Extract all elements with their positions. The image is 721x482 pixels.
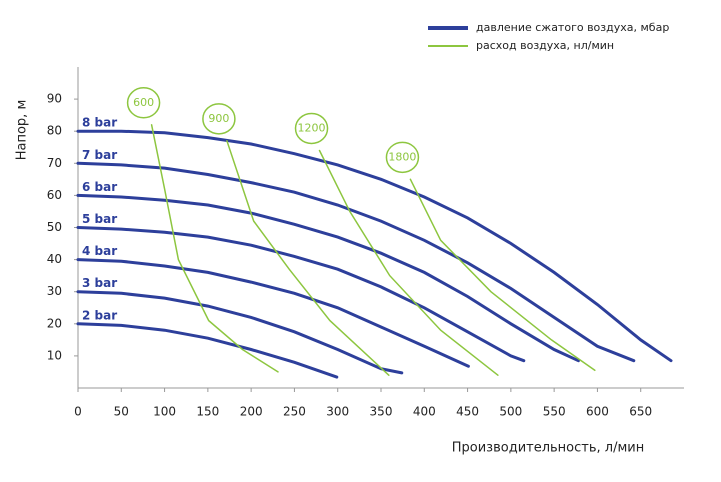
series-line xyxy=(76,193,580,363)
series-label: 5 bar xyxy=(82,212,117,226)
series-line xyxy=(76,290,404,375)
y-tick-label: 20 xyxy=(47,316,62,330)
series-label: 1800 xyxy=(388,150,416,163)
series-label: 1200 xyxy=(298,121,326,134)
y-tick-label: 40 xyxy=(47,252,62,266)
x-tick-label: 100 xyxy=(153,405,176,419)
series-line xyxy=(150,124,279,373)
x-tick-label: 150 xyxy=(196,405,219,419)
x-tick-label: 550 xyxy=(543,405,566,419)
series-line xyxy=(76,129,673,363)
series-line xyxy=(76,258,470,368)
y-tick-label: 90 xyxy=(47,92,62,106)
x-tick-label: 200 xyxy=(240,405,263,419)
series-line xyxy=(76,322,339,379)
series-line xyxy=(409,178,596,372)
y-tick-label: 70 xyxy=(47,156,62,170)
x-tick-label: 300 xyxy=(326,405,349,419)
series-label: 3 bar xyxy=(82,276,117,290)
series-label: 6 bar xyxy=(82,180,117,194)
legend-label: давление сжатого воздуха, мбар xyxy=(476,21,669,34)
series-badge xyxy=(385,141,420,174)
series-line xyxy=(318,149,499,376)
series-label: 4 bar xyxy=(82,244,117,258)
x-tick-label: 250 xyxy=(283,405,306,419)
series-badge xyxy=(202,103,236,135)
x-tick-label: 50 xyxy=(114,405,129,419)
series-line xyxy=(76,226,526,363)
y-tick-label: 10 xyxy=(47,348,62,362)
x-tick-label: 600 xyxy=(586,405,609,419)
x-tick-label: 450 xyxy=(456,405,479,419)
series-line xyxy=(226,140,390,376)
x-tick-label: 500 xyxy=(499,405,522,419)
series-label: 600 xyxy=(133,96,154,109)
series-badge xyxy=(294,112,329,145)
y-axis-label: Напор, м xyxy=(15,100,30,161)
y-tick-label: 60 xyxy=(47,188,62,202)
series-label: 8 bar xyxy=(82,116,117,130)
y-tick-label: 50 xyxy=(47,220,62,234)
x-axis-label: Производительность, л/мин xyxy=(452,441,644,456)
series-badge xyxy=(126,87,161,119)
y-tick-label: 30 xyxy=(47,284,62,298)
x-tick-label: 400 xyxy=(413,405,436,419)
x-tick-label: 0 xyxy=(74,405,82,419)
y-tick-label: 80 xyxy=(47,124,62,138)
series-line xyxy=(76,161,636,363)
series-label: 900 xyxy=(208,112,229,125)
legend-label: расход воздуха, нл/мин xyxy=(476,39,614,52)
x-tick-label: 650 xyxy=(629,405,652,419)
series-label: 7 bar xyxy=(82,148,117,162)
x-tick-label: 350 xyxy=(370,405,393,419)
series-label: 2 bar xyxy=(82,308,117,322)
